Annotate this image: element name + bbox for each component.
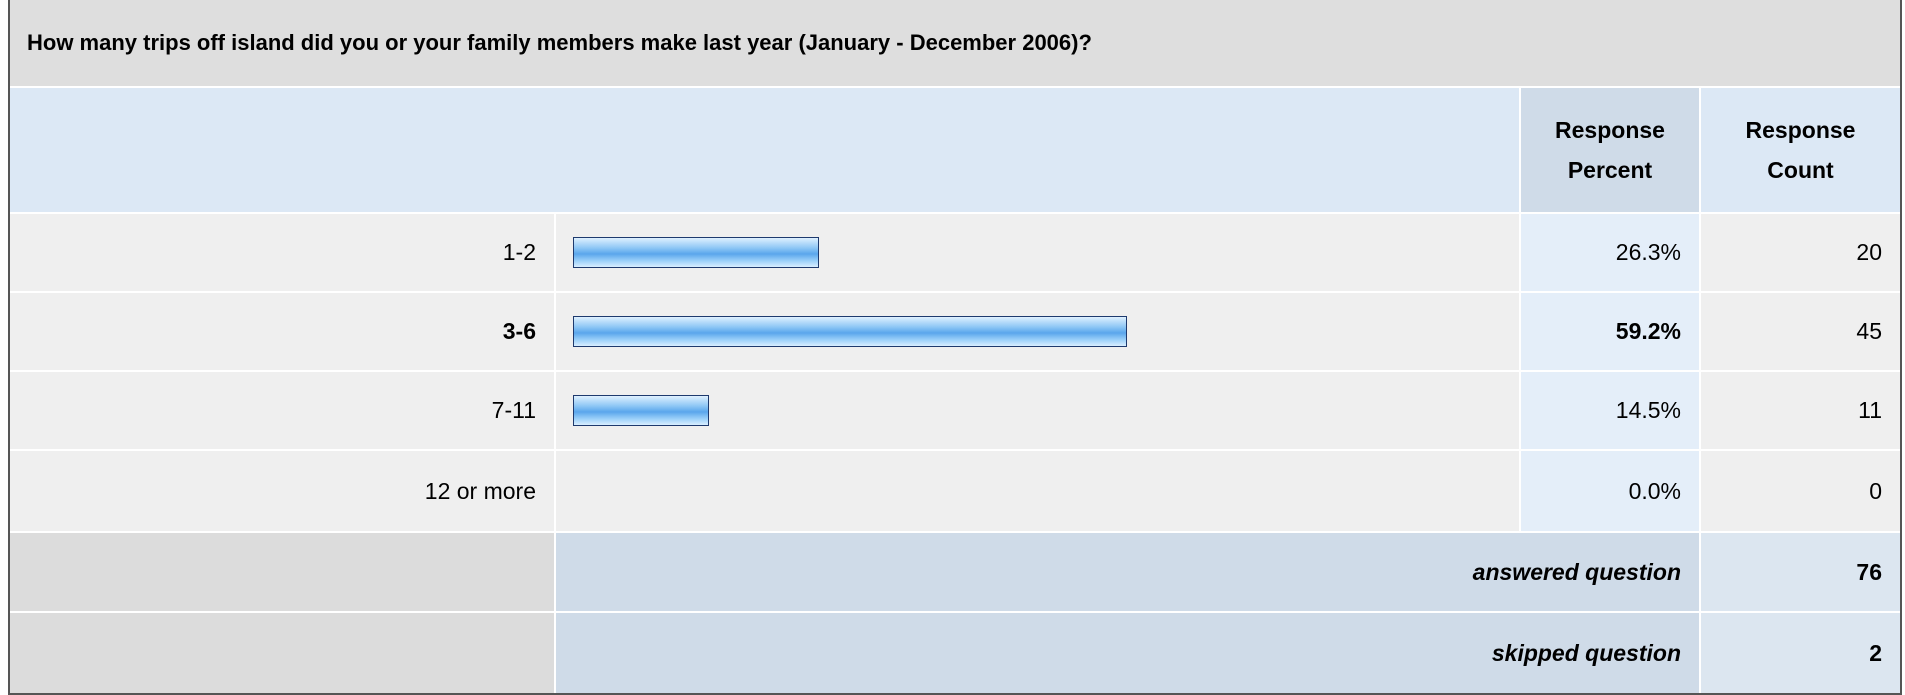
row-percent: 14.5% xyxy=(1521,372,1701,451)
row-count: 20 xyxy=(1701,214,1902,293)
skipped-label: skipped question xyxy=(556,613,1701,695)
row-label: 1-2 xyxy=(9,214,556,293)
header-blank xyxy=(9,88,1521,214)
row-label: 12 or more xyxy=(9,451,556,533)
skipped-count: 2 xyxy=(1701,613,1902,695)
bar xyxy=(573,395,709,426)
row-percent: 26.3% xyxy=(1521,214,1701,293)
header-count: Response Count xyxy=(1701,88,1902,214)
answered-count: 76 xyxy=(1701,533,1902,613)
answered-blank xyxy=(9,533,556,613)
skipped-blank xyxy=(9,613,556,695)
title: How many trips off island did you or you… xyxy=(9,0,1902,88)
bar-cell xyxy=(556,372,1521,451)
row-count: 0 xyxy=(1701,451,1902,533)
row-count: 45 xyxy=(1701,293,1902,372)
row-percent: 0.0% xyxy=(1521,451,1701,533)
row-label: 7-11 xyxy=(9,372,556,451)
row-label: 3-6 xyxy=(9,293,556,372)
row-count: 11 xyxy=(1701,372,1902,451)
row-percent: 59.2% xyxy=(1521,293,1701,372)
bar-cell xyxy=(556,451,1521,533)
header-percent: Response Percent xyxy=(1521,88,1701,214)
bar xyxy=(573,237,819,268)
answered-label: answered question xyxy=(556,533,1701,613)
bar xyxy=(573,316,1127,347)
